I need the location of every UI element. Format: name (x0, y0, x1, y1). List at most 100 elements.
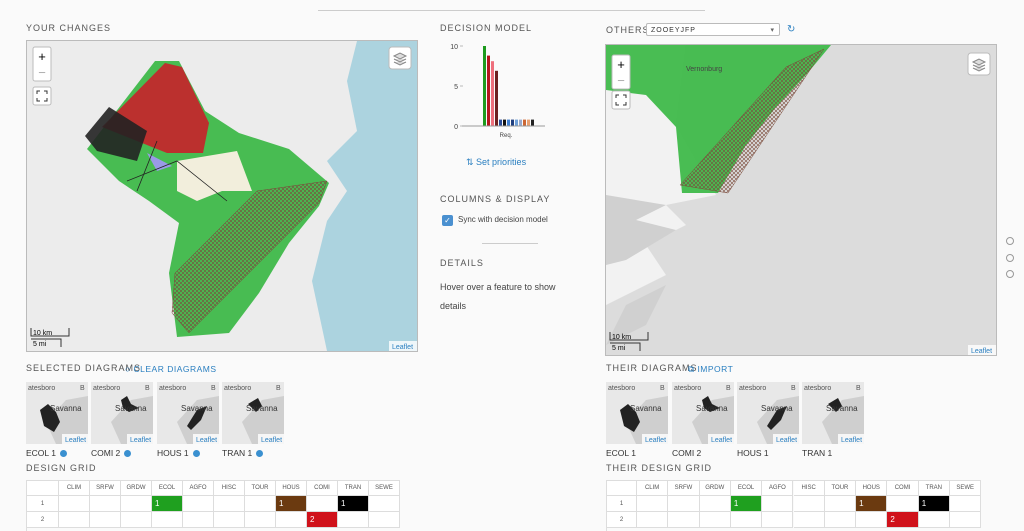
grid-cell[interactable] (152, 512, 183, 528)
select-value[interactable]: ZOOEYJFP (651, 27, 696, 34)
grid-cell[interactable] (90, 496, 121, 512)
grid-cell[interactable]: 1 (152, 496, 183, 512)
grid-cell[interactable] (824, 512, 857, 528)
diagram-thumbnail[interactable]: atesboro B Savanna Leaflet (672, 382, 734, 444)
grid-cell[interactable] (121, 512, 152, 528)
remove-button[interactable] (256, 450, 264, 458)
grid-cell[interactable] (699, 512, 731, 528)
zoom-in[interactable]: + (617, 57, 625, 72)
select[interactable]: ZOOEYJFP ▾ (646, 23, 780, 36)
nav-dot[interactable] (1006, 237, 1014, 245)
checkbox[interactable]: ✓ (442, 215, 453, 226)
grid-cell[interactable] (369, 496, 400, 512)
grid-cell[interactable] (245, 496, 276, 512)
grid-cell[interactable] (369, 512, 400, 528)
grid-cell[interactable] (183, 496, 214, 512)
grid-cell[interactable] (276, 512, 307, 528)
remove-button[interactable] (192, 450, 200, 458)
thumb-shape (767, 406, 787, 430)
grid-cell[interactable] (59, 512, 90, 528)
label-text: HOUS 1 (737, 448, 769, 458)
attribution[interactable]: Leaflet (711, 437, 732, 444)
thumb-place: Savanna (826, 404, 858, 413)
attribution[interactable]: Leaflet (392, 344, 413, 351)
remove-button[interactable] (59, 450, 67, 458)
grid-cell[interactable] (793, 496, 825, 512)
attribution[interactable]: Leaflet (776, 437, 797, 444)
grid-cell[interactable] (856, 512, 888, 528)
diagram-label: HOUS 1 (157, 448, 200, 458)
grid-cell[interactable] (59, 496, 90, 512)
grid-cell[interactable] (762, 496, 794, 512)
grid-cell[interactable] (338, 512, 369, 528)
link-text[interactable]: Set priorities (476, 157, 527, 167)
nav-dot[interactable] (1006, 254, 1014, 262)
grid-cell[interactable] (121, 496, 152, 512)
grid-cell[interactable] (918, 512, 950, 528)
grid-cell[interactable]: 2 (307, 512, 338, 528)
fullscreen[interactable] (32, 86, 52, 106)
attribution[interactable]: Leaflet (645, 437, 666, 444)
diagram-thumbnail[interactable]: atesboro B Savanna Leaflet (26, 382, 88, 444)
zoom-out[interactable]: − (38, 65, 46, 80)
section-title: SELECTED DIAGRAMS (26, 363, 142, 373)
remove-button[interactable] (124, 450, 132, 458)
grid-cell[interactable] (668, 496, 700, 512)
diagram-thumbnail[interactable]: atesboro B Savanna Leaflet (91, 382, 153, 444)
checkbox-label[interactable]: Sync with decision model (458, 215, 548, 224)
grid-cell[interactable]: 1 (338, 496, 369, 512)
link-text[interactable]: IMPORT (697, 364, 734, 374)
section-title: THEIR DIAGRAMS (606, 363, 698, 373)
map[interactable]: + − 10 km 5 mi Leaflet (26, 40, 418, 352)
thumb-land (91, 382, 153, 444)
grid-cell[interactable] (793, 512, 825, 528)
attribution[interactable]: Leaflet (971, 348, 992, 355)
grid-cell[interactable] (699, 496, 731, 512)
attribution[interactable]: Leaflet (65, 437, 86, 444)
attribution[interactable]: Leaflet (841, 437, 862, 444)
nav-dot[interactable] (1006, 270, 1014, 278)
grid-cell[interactable] (214, 512, 245, 528)
column-header: GRDW (121, 481, 152, 496)
grid-cell[interactable] (637, 512, 669, 528)
grid-cell[interactable]: 1 (730, 496, 763, 512)
import[interactable]: ⧉ IMPORT (688, 364, 734, 374)
diagram-thumbnail[interactable]: atesboro B Savanna Leaflet (606, 382, 668, 444)
grid-cell[interactable] (637, 496, 669, 512)
link-text[interactable]: CLEAR DIAGRAMS (133, 364, 217, 374)
set-priorities[interactable]: ⇅ Set priorities (466, 157, 527, 167)
grid-cell[interactable] (762, 512, 794, 528)
diagram-thumbnail[interactable]: atesboro B Savanna Leaflet (157, 382, 219, 444)
grid-cell[interactable]: 1 (918, 496, 950, 512)
attribution[interactable]: Leaflet (130, 437, 151, 444)
grid-cell[interactable]: 1 (856, 496, 888, 512)
grid-cell[interactable] (668, 512, 700, 528)
clear-diagrams[interactable]: ○ CLEAR DIAGRAMS (125, 364, 217, 374)
diagram-thumbnail[interactable]: atesboro B Savanna Leaflet (802, 382, 864, 444)
column-header: AGFO (183, 481, 214, 496)
grid-cell[interactable] (950, 512, 982, 528)
label-text: ECOL 1 (26, 448, 56, 458)
attribution[interactable]: Leaflet (196, 437, 217, 444)
grid-cell[interactable]: 2 (887, 512, 919, 528)
map[interactable]: Vernonburg + − 10 km 5 mi Leaflet (605, 44, 997, 356)
diagram-thumbnail[interactable]: atesboro B Savanna Leaflet (737, 382, 799, 444)
zoom-out[interactable]: − (617, 73, 625, 88)
attribution[interactable]: Leaflet (261, 437, 282, 444)
zoom-in[interactable]: + (38, 49, 46, 64)
grid-cell[interactable] (183, 512, 214, 528)
refresh[interactable]: ↻ (787, 24, 796, 35)
diagram-thumbnail[interactable]: atesboro B Savanna Leaflet (222, 382, 284, 444)
thumb-land (26, 382, 88, 444)
grid-cell[interactable] (245, 512, 276, 528)
grid-cell[interactable] (730, 512, 763, 528)
thumb-place: Savanna (181, 404, 213, 413)
grid-cell[interactable] (214, 496, 245, 512)
grid-cell[interactable] (950, 496, 982, 512)
grid-cell[interactable]: 1 (276, 496, 307, 512)
grid-cell[interactable] (90, 512, 121, 528)
fullscreen[interactable] (611, 90, 631, 110)
grid-cell[interactable] (307, 496, 338, 512)
grid-cell[interactable] (824, 496, 857, 512)
grid-cell[interactable] (887, 496, 919, 512)
